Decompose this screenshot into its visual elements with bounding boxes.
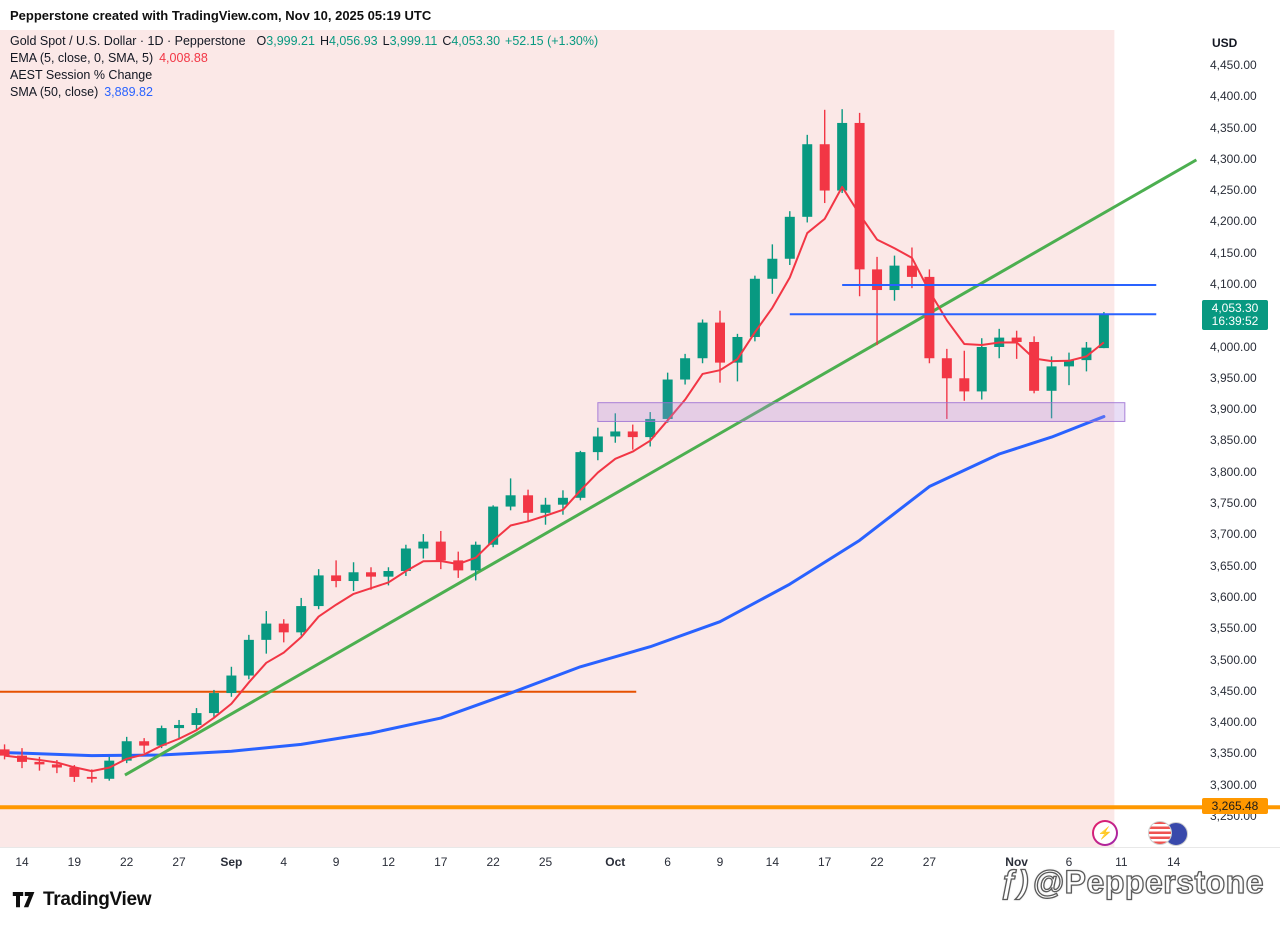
- price-chart-canvas[interactable]: [0, 30, 1280, 847]
- price-tick-label: 3,450.00: [1210, 683, 1257, 698]
- price-tick-label: 3,650.00: [1210, 558, 1257, 573]
- tradingview-brand-name: TradingView: [43, 889, 152, 910]
- time-tick-label: 14: [15, 855, 29, 869]
- time-tick-label: 12: [381, 855, 396, 869]
- close-label: C: [442, 34, 452, 48]
- price-tick-label: 3,600.00: [1210, 589, 1257, 604]
- legend-ema-row: EMA (5, close, 0, SMA, 5) 4,008.88: [10, 50, 598, 67]
- price-tick-label: 3,800.00: [1210, 464, 1257, 479]
- sma-value: 3,889.82: [104, 85, 153, 99]
- attribution-bar: Pepperstone created with TradingView.com…: [0, 0, 1280, 30]
- legend-sma-row: SMA (50, close) 3,889.82: [10, 84, 598, 101]
- legend-session-row: AEST Session % Change: [10, 67, 598, 84]
- ema-label: EMA (5, close, 0, SMA, 5): [10, 51, 154, 65]
- symbol-title: Gold Spot / U.S. Dollar · 1D · Peppersto…: [10, 34, 246, 48]
- current-price-badge: 4,053.30 16:39:52: [1202, 300, 1268, 331]
- time-tick-label: 19: [67, 855, 82, 869]
- price-tick-label: 3,850.00: [1210, 433, 1257, 448]
- tradingview-logo-icon: [12, 892, 35, 908]
- time-tick-label: 25: [538, 855, 553, 869]
- time-tick-label: Nov: [1005, 855, 1028, 869]
- price-tick-label: 4,300.00: [1210, 151, 1257, 166]
- time-tick-label: 6: [1065, 855, 1073, 869]
- price-tick-label: 3,900.00: [1210, 402, 1257, 417]
- time-tick-label: 11: [1115, 855, 1128, 869]
- price-tick-label: 3,500.00: [1210, 652, 1257, 667]
- ohlc-values: O 3,999.21 H 4,056.93 L 3,999.11 C 4,053.30 …: [252, 33, 599, 50]
- flash-badge: ⚡: [1092, 820, 1118, 846]
- price-tick-label: 4,250.00: [1210, 183, 1257, 198]
- time-tick-label: 9: [332, 855, 340, 869]
- price-tick-label: 3,400.00: [1210, 715, 1257, 730]
- time-tick-label: 27: [172, 855, 186, 869]
- watermark-text: @Pepperstone: [1032, 863, 1264, 900]
- price-tick-label: 4,150.00: [1210, 245, 1257, 260]
- chart-area: Gold Spot / U.S. Dollar · 1D · Peppersto…: [0, 30, 1280, 847]
- chart-legend: Gold Spot / U.S. Dollar · 1D · Peppersto…: [10, 33, 598, 101]
- current-price: 4,053.30: [1211, 301, 1259, 316]
- ema-value: 4,008.88: [159, 51, 208, 65]
- time-tick-label: 22: [120, 855, 134, 869]
- attribution-text: Pepperstone created with TradingView.com…: [10, 7, 432, 23]
- low-value: 3,999.11: [389, 34, 438, 48]
- high-value: 4,056.93: [328, 34, 378, 48]
- time-tick-label: Oct: [605, 855, 626, 869]
- open-label: O: [256, 34, 267, 48]
- tradingview-brand[interactable]: TradingView: [12, 889, 152, 911]
- flags-badge: [1148, 821, 1192, 847]
- orange-level-badge: 3,265.48: [1202, 798, 1268, 815]
- legend-symbol-row: Gold Spot / U.S. Dollar · 1D · Peppersto…: [10, 33, 598, 50]
- time-tick-label: 27: [922, 855, 937, 869]
- price-tick-label: 3,350.00: [1210, 746, 1257, 761]
- price-tick-label: 3,700.00: [1210, 527, 1257, 542]
- bar-countdown: 16:39:52: [1211, 314, 1259, 329]
- time-tick-label: 6: [664, 855, 671, 869]
- time-tick-label: 22: [486, 855, 500, 869]
- price-tick-label: 4,350.00: [1210, 120, 1257, 135]
- price-tick-label: 4,100.00: [1210, 277, 1257, 292]
- change-value: +52.15 (+1.30%): [505, 34, 599, 48]
- price-tick-label: 3,750.00: [1210, 496, 1257, 511]
- time-tick-label: 17: [434, 855, 448, 869]
- price-tick-label: 3,950.00: [1210, 370, 1257, 385]
- pepperstone-logo-icon: ƒ): [999, 863, 1029, 900]
- price-axis-currency: USD: [1212, 36, 1238, 50]
- time-tick-label: 14: [1167, 855, 1181, 869]
- price-tick-label: 3,550.00: [1210, 621, 1257, 636]
- time-tick-label: 22: [870, 855, 884, 869]
- time-tick-label: 17: [818, 855, 832, 869]
- time-tick-label: 9: [716, 855, 724, 869]
- price-tick-label: 3,300.00: [1210, 777, 1257, 792]
- low-label: L: [382, 34, 390, 48]
- pepperstone-watermark: ƒ) @Pepperstone: [999, 863, 1264, 901]
- time-axis[interactable]: 14 19 22 27 Sep 4 9 12 17 22 25 Oct 6 9 14 17 22 27 Nov 6 11…: [0, 847, 1280, 876]
- lightning-icon: ⚡: [1094, 822, 1116, 844]
- high-label: H: [319, 34, 329, 48]
- price-tick-label: 4,000.00: [1210, 339, 1257, 354]
- time-tick-label: Sep: [220, 855, 243, 869]
- open-value: 3,999.21: [266, 34, 315, 48]
- sma-label: SMA (50, close): [10, 85, 99, 99]
- price-tick-label: 4,200.00: [1210, 214, 1257, 229]
- flag-striped-icon: [1148, 821, 1172, 845]
- time-tick-label: 14: [765, 855, 780, 869]
- price-tick-label: 4,450.00: [1210, 58, 1257, 72]
- session-indicator-label: AEST Session % Change: [10, 68, 153, 82]
- time-tick-label: 4: [280, 855, 288, 869]
- close-value: 4,053.30: [451, 34, 501, 48]
- price-tick-label: 4,400.00: [1210, 89, 1257, 104]
- footer: TradingView ƒ) @Pepperstone: [0, 863, 1280, 935]
- orange-level-price: 3,265.48: [1211, 799, 1259, 814]
